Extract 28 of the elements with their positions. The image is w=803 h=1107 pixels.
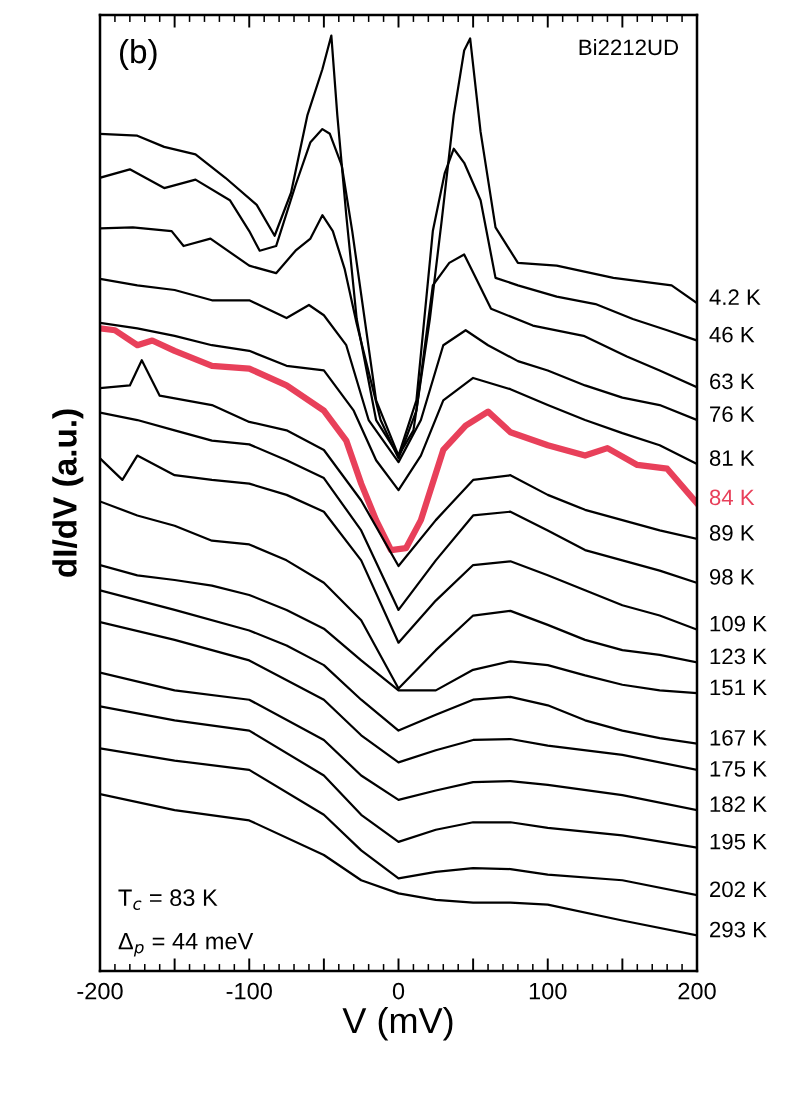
series-label: 167 K: [710, 729, 767, 746]
series-label: 202 K: [710, 881, 767, 898]
series-label: 46 K: [709, 326, 755, 343]
series-label: 89 K: [709, 525, 755, 541]
series-label: 76 K: [710, 406, 755, 422]
x-tick-label: -100: [226, 982, 272, 1000]
series-label: 98 K: [709, 569, 755, 585]
x-axis-title: V (mV): [342, 1006, 453, 1041]
annotation: (b): [119, 38, 157, 70]
annotation: Bi2212UD: [579, 38, 679, 56]
series-label: 195 K: [710, 833, 767, 850]
series-label: 109 K: [710, 615, 767, 632]
series-label: 81 K: [709, 450, 755, 466]
series-label: 4.2 K: [709, 289, 761, 305]
series-label: 151 K: [710, 679, 767, 696]
series-label: 63 K: [710, 373, 755, 390]
annotation: Δ$_{p}$ = 44 meV: [118, 933, 254, 957]
series-label: 175 K: [710, 761, 767, 777]
series-label: 123 K: [710, 648, 767, 665]
x-tick-label: -200: [77, 982, 123, 1000]
y-axis-title: dI/dV (a.u.): [52, 409, 84, 577]
x-tick-label: 100: [529, 982, 567, 1000]
series-label: 84 K: [709, 489, 755, 506]
x-tick-label: 200: [678, 982, 716, 1000]
annotation: T$_{c}$ = 83 K: [118, 889, 218, 910]
x-tick-label: 0: [392, 982, 405, 1000]
series-label: 293 K: [710, 921, 767, 938]
series-label: 182 K: [710, 796, 767, 813]
